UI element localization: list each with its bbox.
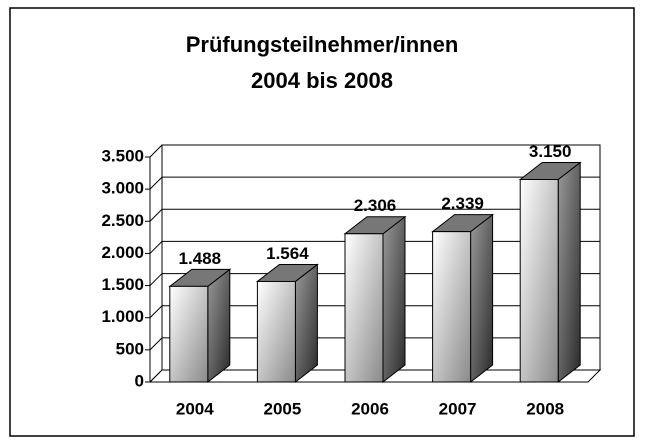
- bar-side: [470, 213, 494, 384]
- y-tick-label: 500: [116, 339, 144, 358]
- x-tick-label: 2004: [176, 399, 214, 418]
- grid-line: [149, 144, 600, 158]
- grid-line: [149, 208, 600, 222]
- y-tick-label: 3.000: [101, 179, 144, 198]
- value-label: 2.339: [441, 194, 484, 213]
- value-label: 3.150: [529, 142, 572, 161]
- bar-side: [382, 215, 406, 384]
- y-tick-label: 1.000: [101, 307, 144, 326]
- x-tick-label: 2005: [263, 399, 301, 418]
- bar-side: [294, 263, 318, 384]
- bar: [344, 233, 384, 383]
- y-tick-label: 0: [135, 371, 144, 390]
- y-tick-label: 1.500: [101, 275, 144, 294]
- value-label: 1.564: [266, 244, 309, 263]
- bar-side: [557, 161, 581, 384]
- chart-title: 2004 bis 2008: [251, 68, 393, 93]
- value-label: 2.306: [354, 196, 397, 215]
- x-tick-label: 2006: [351, 399, 389, 418]
- grid-line: [149, 176, 600, 190]
- bar: [519, 179, 559, 383]
- x-tick-label: 2008: [526, 399, 564, 418]
- y-tick-label: 2.000: [101, 243, 144, 262]
- bar-side: [207, 268, 231, 384]
- y-tick-label: 3.500: [101, 146, 144, 165]
- y-tick-label: 2.500: [101, 211, 144, 230]
- bar: [169, 285, 209, 383]
- chart-title: Prüfungsteilnehmer/innen: [186, 32, 459, 57]
- value-label: 1.488: [179, 249, 222, 268]
- bar: [256, 280, 296, 383]
- bar: [432, 231, 472, 383]
- x-tick-label: 2007: [439, 399, 477, 418]
